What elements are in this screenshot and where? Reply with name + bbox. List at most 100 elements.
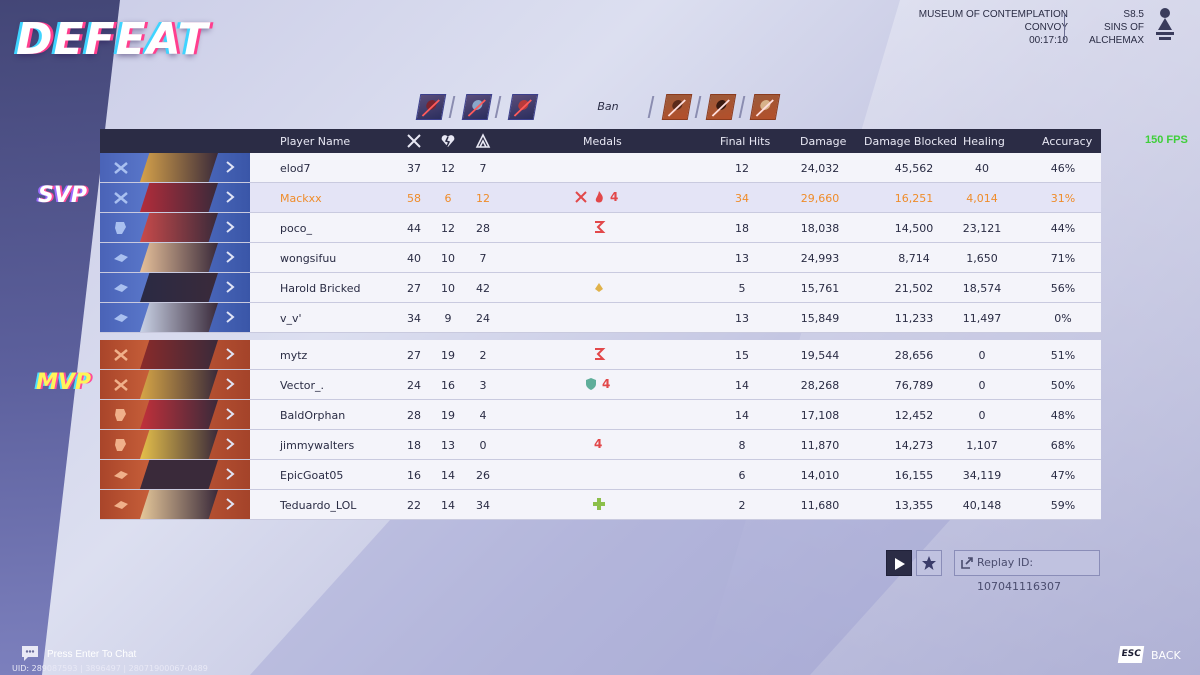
stat-kills: 34 [407, 312, 421, 325]
table-row[interactable]: Mackxx 58 6 12 34 29,660 16,251 4,014 31% 4 [100, 183, 1101, 213]
table-row[interactable]: jimmywalters 18 13 0 8 11,870 14,273 1,107 68% 4 [100, 430, 1101, 460]
season-number: S8.5 [1123, 9, 1144, 20]
table-row[interactable]: v_v' 34 9 24 13 15,849 11,233 11,497 0% [100, 303, 1101, 333]
header-damage-blocked: Damage Blocked [864, 135, 958, 148]
banned-hero-icon [667, 99, 686, 117]
strategist-role-icon [114, 314, 128, 322]
player-name[interactable]: poco_ [280, 222, 312, 235]
stat-healing: 0 [978, 379, 986, 392]
table-row[interactable]: BaldOrphan 28 19 4 14 17,108 12,452 0 48% [100, 400, 1101, 430]
hero-portrait-image [140, 273, 218, 302]
player-name[interactable]: Teduardo_LOL [280, 499, 357, 512]
stat-damage-blocked: 21,502 [894, 282, 934, 295]
stat-accuracy: 56% [1050, 282, 1076, 295]
hero-portrait [100, 183, 250, 212]
stat-final-hits: 34 [735, 192, 749, 205]
stat-accuracy: 0% [1054, 312, 1072, 325]
hero-portrait [100, 460, 250, 489]
hero-portrait [100, 490, 250, 519]
hero-portrait-image [140, 490, 218, 519]
ban-slot-blue-2 [461, 94, 493, 120]
stat-kills: 27 [407, 282, 421, 295]
hero-portrait [100, 370, 250, 399]
player-name[interactable]: jimmywalters [280, 439, 355, 452]
stat-final-hits: 2 [738, 499, 746, 512]
header-healing: Healing [963, 135, 1005, 148]
stat-damage-blocked: 13,355 [894, 499, 934, 512]
player-name[interactable]: Harold Bricked [280, 282, 361, 295]
hero-portrait [100, 430, 250, 459]
stat-final-hits: 6 [738, 469, 746, 482]
table-row[interactable]: Vector_. 24 16 3 14 28,268 76,789 0 50% 4 [100, 370, 1101, 400]
stat-damage: 11,870 [800, 439, 840, 452]
stat-assists: 24 [476, 312, 490, 325]
player-name[interactable]: Mackxx [280, 192, 322, 205]
stat-assists: 7 [479, 162, 487, 175]
vanguard-role-icon [114, 349, 128, 361]
stat-assists: 7 [479, 252, 487, 265]
ban-slot-blue-1 [415, 94, 447, 120]
ban-divider [647, 96, 655, 118]
banned-hero-icon [711, 99, 730, 117]
table-row[interactable]: Harold Bricked 27 10 42 5 15,761 21,502 18,574 5… [100, 273, 1101, 303]
player-name[interactable]: wongsifuu [280, 252, 337, 265]
stat-kills: 27 [407, 349, 421, 362]
stat-kills: 22 [407, 499, 421, 512]
chevron-right-icon [226, 438, 235, 450]
stat-accuracy: 47% [1050, 469, 1076, 482]
player-name[interactable]: Vector_. [280, 379, 325, 392]
stat-deaths: 14 [441, 469, 455, 482]
ban-divider [448, 96, 456, 118]
streak-medal: 4 [610, 190, 619, 204]
stat-kills: 40 [407, 252, 421, 265]
hero-portrait-image [140, 183, 218, 212]
ban-slot-red-3 [749, 94, 781, 120]
table-row[interactable]: mytz 27 19 2 15 19,544 28,656 0 51% [100, 340, 1101, 370]
stat-healing: 23,121 [962, 222, 1002, 235]
season-emblem-icon [1156, 8, 1174, 40]
stat-damage-blocked: 14,500 [894, 222, 934, 235]
player-name[interactable]: v_v' [280, 312, 302, 325]
stat-kills: 58 [407, 192, 421, 205]
ban-slot-blue-3 [507, 94, 539, 120]
map-name: MUSEUM OF CONTEMPLATION [918, 9, 1068, 20]
chevron-right-icon [226, 251, 235, 263]
fire-medal-icon [595, 191, 603, 203]
table-row[interactable]: poco_ 44 12 28 18 18,038 14,500 23,121 44% [100, 213, 1101, 243]
table-row[interactable]: EpicGoat05 16 14 26 6 14,010 16,155 34,119 47% [100, 460, 1101, 490]
stat-healing: 34,119 [962, 469, 1002, 482]
stat-damage: 17,108 [800, 409, 840, 422]
stat-healing: 4,014 [966, 192, 998, 205]
back-button[interactable]: BACK [1151, 649, 1181, 662]
stat-kills: 16 [407, 469, 421, 482]
stat-deaths: 12 [441, 222, 455, 235]
stat-accuracy: 31% [1050, 192, 1076, 205]
ban-row: Ban [415, 94, 788, 122]
table-row[interactable]: wongsifuu 40 10 7 13 24,993 8,714 1,650 71% [100, 243, 1101, 273]
scoreboard-body: elod7 37 12 7 12 24,032 45,562 40 46% Mackxx 58 6 12… [100, 153, 1101, 520]
favorite-button[interactable] [916, 550, 942, 576]
stat-assists: 4 [479, 409, 487, 422]
stat-healing: 11,497 [962, 312, 1002, 325]
banned-hero-icon [513, 99, 532, 117]
stat-accuracy: 68% [1050, 439, 1076, 452]
stat-healing: 40,148 [962, 499, 1002, 512]
fps-counter: 150 FPS [1145, 134, 1188, 146]
play-replay-button[interactable] [886, 550, 912, 576]
stat-damage-blocked: 11,233 [894, 312, 934, 325]
stat-deaths: 19 [441, 409, 455, 422]
player-name[interactable]: BaldOrphan [280, 409, 346, 422]
player-name[interactable]: mytz [280, 349, 308, 362]
kill-medal-icon [575, 191, 587, 203]
player-name[interactable]: elod7 [280, 162, 311, 175]
stat-final-hits: 13 [735, 312, 749, 325]
stat-assists: 34 [476, 499, 490, 512]
player-name[interactable]: EpicGoat05 [280, 469, 344, 482]
table-row[interactable]: elod7 37 12 7 12 24,032 45,562 40 46% [100, 153, 1101, 183]
duelist-role-icon [115, 409, 126, 421]
replay-id-button[interactable]: Replay ID: 107041116307 [954, 550, 1100, 593]
table-row[interactable]: Teduardo_LOL 22 14 34 2 11,680 13,355 40,148 59% [100, 490, 1101, 520]
hero-portrait-image [140, 370, 218, 399]
hero-portrait [100, 213, 250, 242]
stat-accuracy: 46% [1050, 162, 1076, 175]
